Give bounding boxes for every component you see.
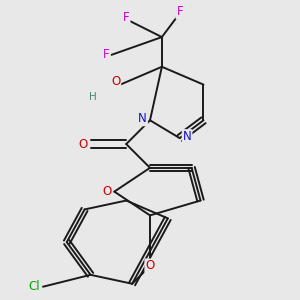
Text: O: O bbox=[102, 185, 111, 198]
Text: F: F bbox=[123, 11, 130, 24]
Text: O: O bbox=[111, 75, 120, 88]
Text: N: N bbox=[138, 112, 147, 125]
Text: N: N bbox=[183, 130, 191, 143]
Text: F: F bbox=[176, 5, 183, 18]
Text: F: F bbox=[103, 48, 110, 62]
Text: O: O bbox=[78, 138, 88, 151]
Text: Cl: Cl bbox=[28, 280, 40, 293]
Text: H: H bbox=[89, 92, 97, 101]
Text: O: O bbox=[146, 260, 154, 272]
